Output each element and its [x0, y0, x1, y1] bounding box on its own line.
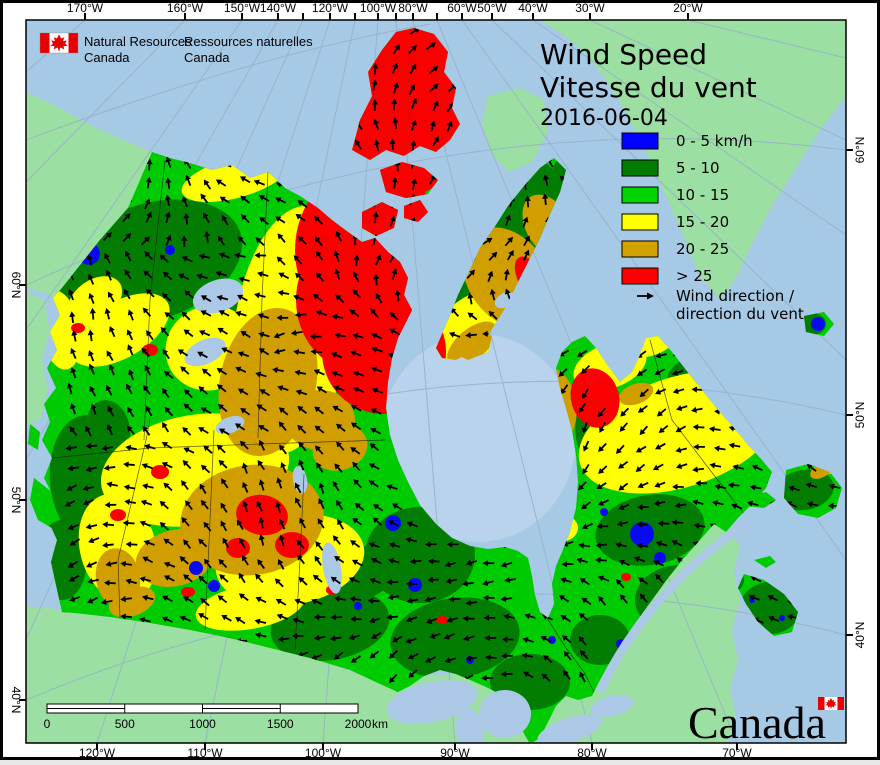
map-title-en: Wind Speed [540, 38, 707, 71]
wind-patch-blue [189, 561, 203, 575]
wind-patch-red [181, 587, 195, 597]
scale-tick-2000: 2000 [345, 717, 372, 731]
legend-row: 20 - 25 [622, 240, 729, 258]
wind-patch-red [621, 573, 631, 581]
axis-labels-right: 60°N 50°N 40°N [853, 137, 867, 649]
wind-patch-blue [811, 317, 825, 331]
lat-label: 60°N [9, 272, 23, 299]
scale-tick-1000: 1000 [189, 717, 216, 731]
lon-label: 170°W [67, 1, 104, 15]
scale-tick-1500: 1500 [267, 717, 294, 731]
legend-row: 15 - 20 [622, 213, 729, 231]
lon-label: 140°W [260, 1, 297, 15]
lat-label: 50°N [853, 402, 867, 429]
canada-wordmark: Canada [688, 697, 844, 748]
scale-unit: km [372, 717, 388, 731]
legend-label-gt25: > 25 [676, 267, 712, 285]
wind-patch-blue [354, 602, 362, 610]
wind-patch-red [275, 532, 309, 558]
legend-label-20-25: 20 - 25 [676, 240, 729, 258]
lon-label: 120°W [312, 1, 349, 15]
lon-label: 30°W [575, 1, 605, 15]
lat-label: 50°N [9, 487, 23, 514]
lon-label: 150°W [224, 1, 261, 15]
legend-row: 0 - 5 km/h [622, 132, 753, 150]
dept-name-fr-line1: Ressources naturelles [184, 34, 313, 49]
canada-flag-icon [40, 33, 78, 53]
map-title-fr: Vitesse du vent [540, 71, 757, 104]
scale-tick-0: 0 [44, 717, 51, 731]
legend-row: 10 - 15 [622, 186, 729, 204]
map-body: Natural Resources Canada Ressources natu… [26, 20, 855, 754]
scale-tick-500: 500 [115, 717, 135, 731]
axis-labels-top: 170°W 160°W 150°W 140°W 120°W 100°W 80°W… [67, 1, 703, 15]
wind-direction-label-en: Wind direction / [676, 287, 795, 305]
wind-patch-blue [165, 245, 175, 255]
lon-label: 40°W [518, 1, 548, 15]
lake [479, 690, 531, 738]
wind-patch-red [151, 465, 169, 479]
legend-swatch-20-25 [622, 241, 658, 257]
legend-swatch-5-10 [622, 160, 658, 176]
wordmark-flag-icon [818, 697, 844, 710]
lat-label: 60°N [853, 137, 867, 164]
lon-label: 60°W [447, 1, 477, 15]
axis-labels-left: 60°N 50°N 40°N [9, 272, 23, 714]
lon-label: 50°W [477, 1, 507, 15]
legend-swatch-0-5 [622, 133, 658, 149]
wind-patch-blue [600, 508, 608, 516]
wind-patch-blue [630, 522, 654, 546]
legend-label-10-15: 10 - 15 [676, 186, 729, 204]
map-date: 2016-06-04 [540, 106, 668, 131]
legend-swatch-10-15 [622, 187, 658, 203]
lat-label: 40°N [853, 622, 867, 649]
wind-patch-blue [208, 580, 220, 592]
legend-swatch-gt25 [622, 268, 658, 284]
lon-label: 100°W [360, 1, 397, 15]
wind-patch-blue [779, 615, 785, 621]
wind-patch-red [110, 509, 126, 521]
dept-name-en-line2: Canada [84, 50, 130, 65]
legend-label-0-5: 0 - 5 km/h [676, 132, 753, 150]
legend-label-5-10: 5 - 10 [676, 159, 720, 177]
lon-label: 160°W [167, 1, 204, 15]
lon-label: 80°W [398, 1, 428, 15]
lon-label: 20°W [673, 1, 703, 15]
wind-patch-red [226, 538, 250, 558]
wordmark-text: Canada [688, 697, 826, 748]
dept-name-fr-line2: Canada [184, 50, 230, 65]
lat-label: 40°N [9, 687, 23, 714]
legend-swatch-15-20 [622, 214, 658, 230]
wind-direction-label-fr: direction du vent [676, 305, 804, 323]
dept-name-en-line1: Natural Resources [84, 34, 192, 49]
legend-label-15-20: 15 - 20 [676, 213, 729, 231]
wind-patch-red [436, 616, 448, 624]
